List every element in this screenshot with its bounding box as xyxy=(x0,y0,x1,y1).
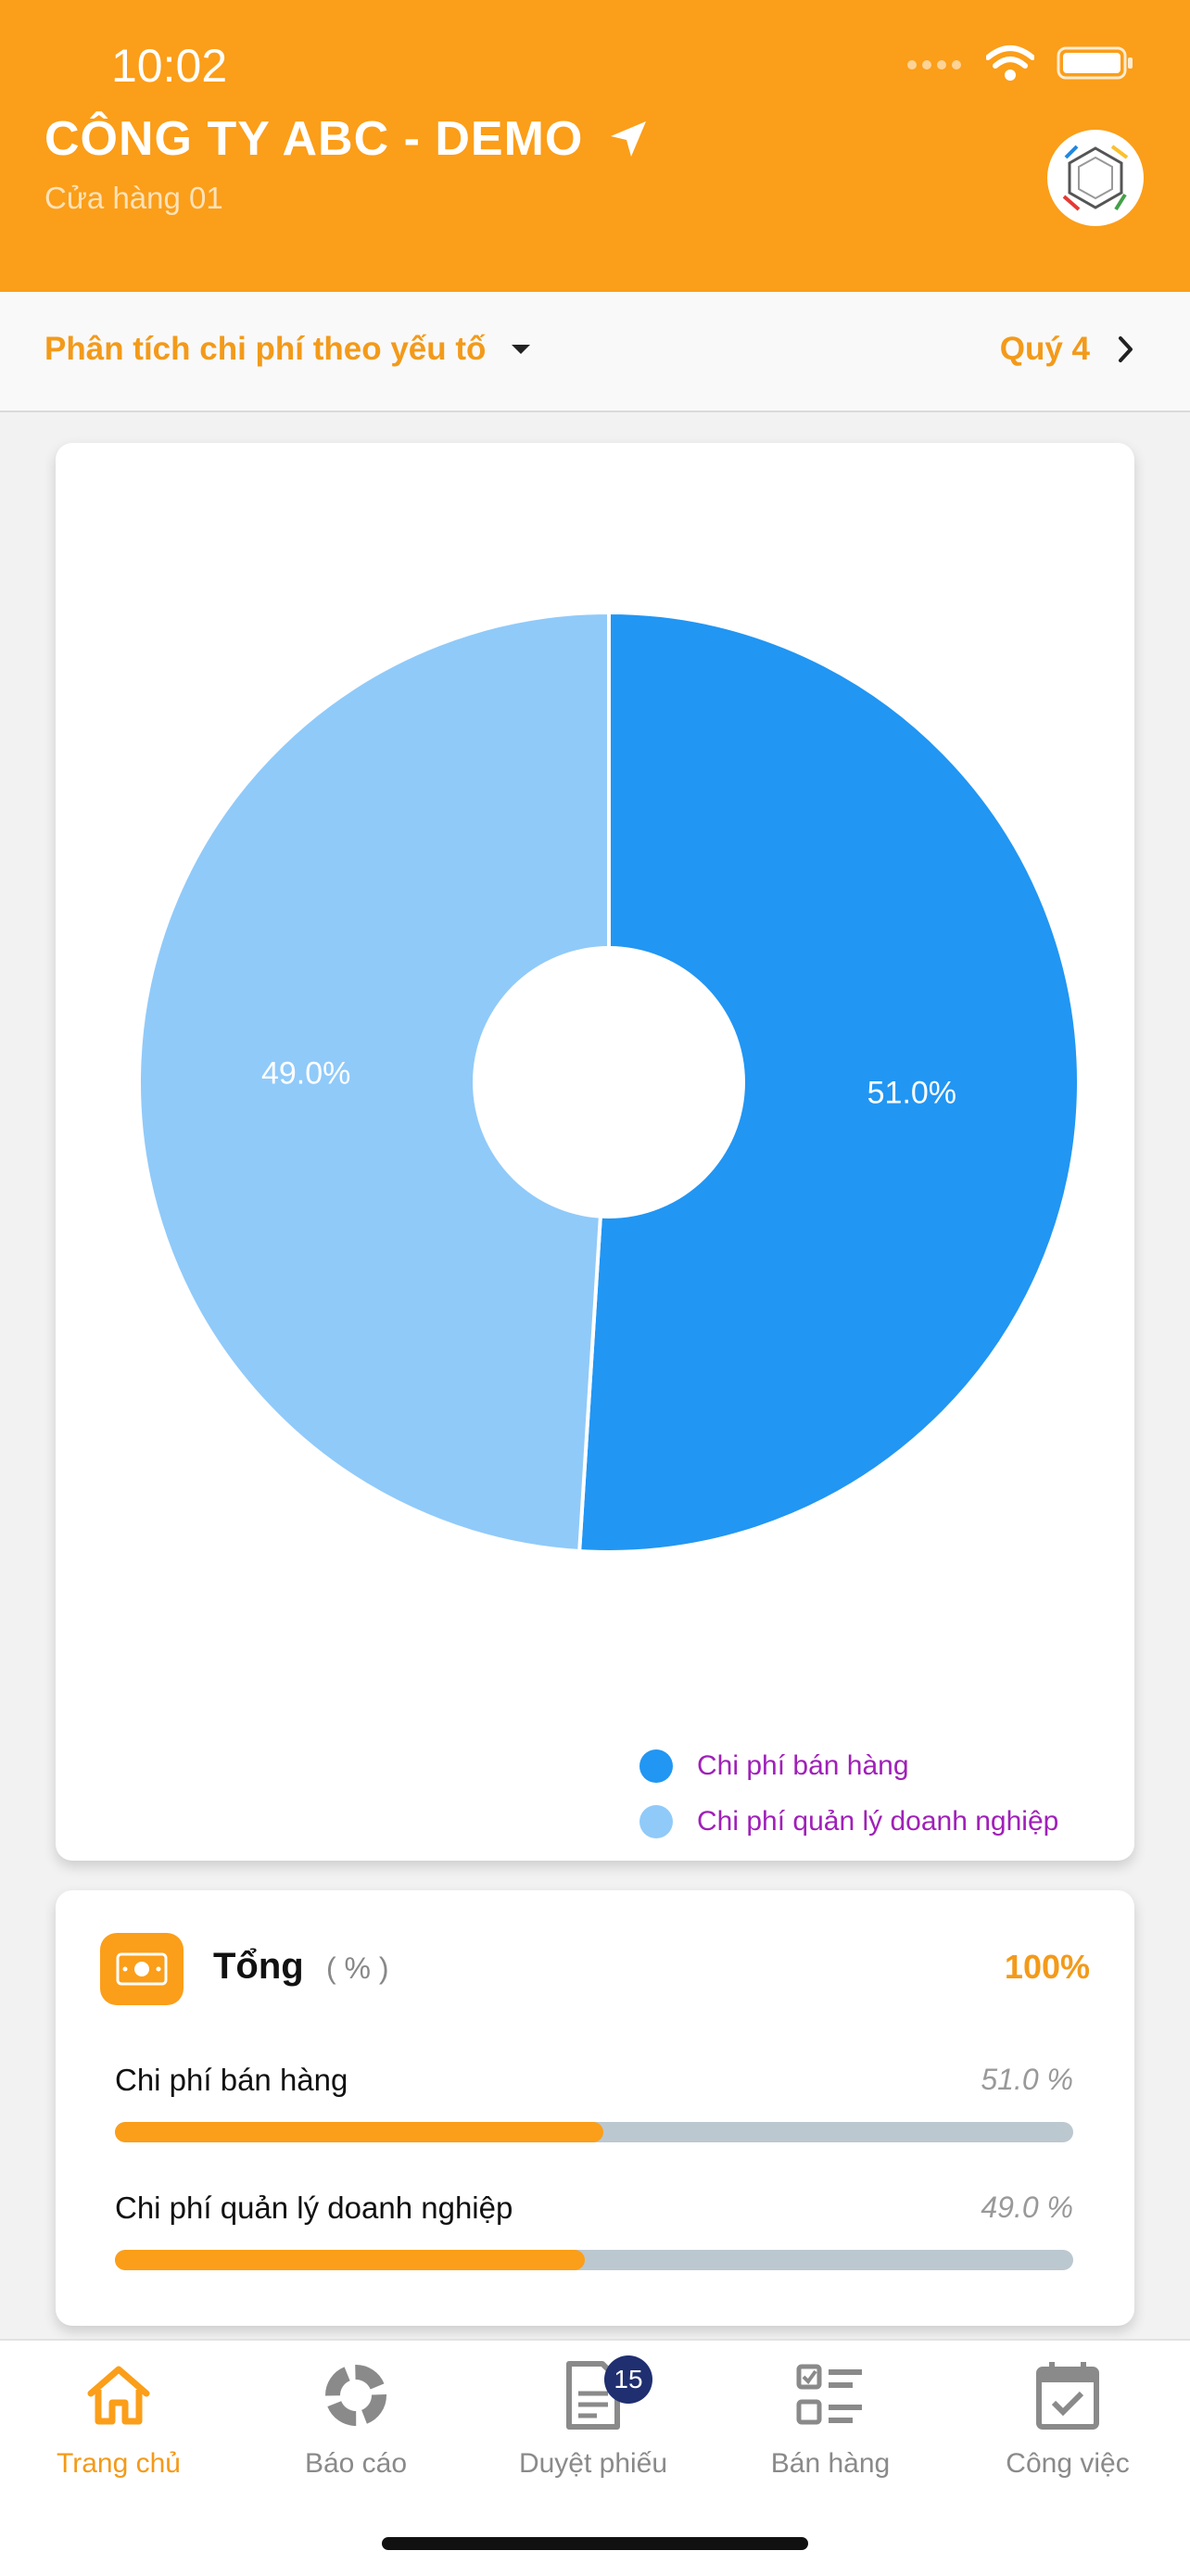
caret-down-icon xyxy=(512,345,531,354)
document-icon xyxy=(566,2361,620,2430)
analysis-type-label: Phân tích chi phí theo yếu tố xyxy=(44,331,487,367)
period-label: Quý 4 xyxy=(999,331,1090,367)
home-indicator xyxy=(382,2537,808,2550)
bottom-tab-bar: Trang chủ Báo cáo 15 Duyệt phiếu xyxy=(0,2339,1190,2576)
logo-icon xyxy=(1062,145,1129,211)
tab-label: Trang chủ xyxy=(57,2448,181,2479)
cost-row: Chi phí bán hàng 51.0 % xyxy=(115,2063,1073,2142)
signal-icon xyxy=(907,60,961,69)
cost-donut-chart: 51.0% 49.0% xyxy=(136,610,1081,1554)
tab-label: Công việc xyxy=(1006,2448,1130,2479)
tab-tasks[interactable]: Công việc xyxy=(949,2354,1186,2493)
pie-slice[interactable] xyxy=(577,610,1081,1554)
total-unit: ( % ) xyxy=(326,1951,389,1985)
wifi-icon xyxy=(986,45,1034,81)
legend-swatch xyxy=(639,1749,673,1783)
total-value: 100% xyxy=(1004,1948,1090,1986)
tab-label: Duyệt phiếu xyxy=(518,2448,668,2479)
cost-progress-fill xyxy=(115,2250,585,2270)
total-title: Tổng xyxy=(213,1946,304,1987)
status-icons xyxy=(906,44,1134,82)
calendar-icon xyxy=(1036,2362,1099,2430)
app-header: 10:02 CÔNG TY ABC - DEMO Cửa hàng 01 xyxy=(0,0,1190,292)
slice-label: 51.0% xyxy=(867,1075,956,1110)
pie-slice[interactable] xyxy=(136,610,611,1554)
cost-row: Chi phí quản lý doanh nghiệp 49.0 % xyxy=(115,2191,1073,2270)
tab-label: Báo cáo xyxy=(304,2448,408,2479)
cost-row-label: Chi phí quản lý doanh nghiệp xyxy=(115,2191,513,2225)
legend-swatch xyxy=(639,1805,673,1838)
slice-label: 49.0% xyxy=(261,1056,350,1092)
legend-label: Chi phí quản lý doanh nghiệp xyxy=(697,1806,1059,1837)
tab-sales[interactable]: Bán hàng xyxy=(712,2354,949,2493)
battery-icon xyxy=(1057,46,1133,80)
legend-label: Chi phí bán hàng xyxy=(697,1750,909,1781)
company-title[interactable]: CÔNG TY ABC - DEMO xyxy=(44,111,648,167)
store-name: Cửa hàng 01 xyxy=(44,181,223,215)
cost-row-label: Chi phí bán hàng xyxy=(115,2063,348,2097)
tab-home[interactable]: Trang chủ xyxy=(0,2354,237,2493)
cost-progress-track xyxy=(115,2250,1073,2270)
checklist-icon xyxy=(796,2364,862,2425)
tab-approvals[interactable]: 15 Duyệt phiếu xyxy=(475,2354,712,2493)
tab-reports[interactable]: Báo cáo xyxy=(237,2354,475,2493)
chart-legend: Chi phí bán hàng Chi phí quản lý doanh n… xyxy=(639,1738,1058,1850)
legend-item: Chi phí quản lý doanh nghiệp xyxy=(639,1794,1058,1850)
donut-hole xyxy=(473,946,745,1219)
tab-label: Bán hàng xyxy=(770,2448,891,2479)
cost-progress-fill xyxy=(115,2122,604,2142)
status-time: 10:02 xyxy=(111,40,228,92)
avatar[interactable] xyxy=(1047,130,1144,226)
money-icon xyxy=(100,1933,184,2005)
location-arrow-icon xyxy=(611,121,647,157)
cost-row-value: 51.0 % xyxy=(981,2063,1073,2096)
legend-item: Chi phí bán hàng xyxy=(639,1738,1058,1794)
cost-progress-track xyxy=(115,2122,1073,2142)
filter-bar: Phân tích chi phí theo yếu tố Quý 4 xyxy=(0,292,1190,412)
approvals-badge: 15 xyxy=(604,2355,652,2404)
period-selector[interactable]: Quý 4 xyxy=(1000,331,1134,368)
cost-row-value: 49.0 % xyxy=(981,2191,1073,2224)
totals-card: Tổng ( % ) 100% Chi phí bán hàng 51.0 % … xyxy=(56,1890,1134,2326)
chevron-right-icon xyxy=(1119,336,1133,362)
chart-card: 51.0% 49.0% Chi phí bán hàng Chi phí quản… xyxy=(56,443,1134,1861)
company-name: CÔNG TY ABC - DEMO xyxy=(44,112,584,166)
home-icon xyxy=(87,2366,150,2425)
report-icon xyxy=(325,2365,386,2426)
analysis-type-dropdown[interactable]: Phân tích chi phí theo yếu tố xyxy=(44,331,532,368)
